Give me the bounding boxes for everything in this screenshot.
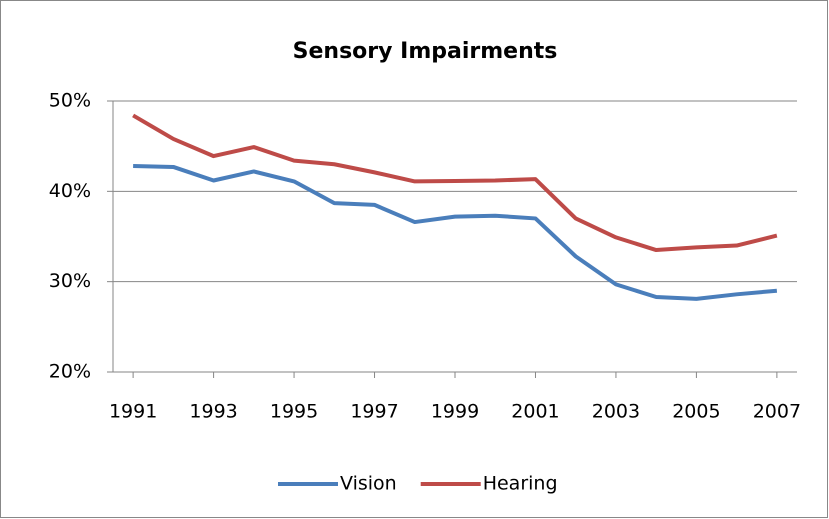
series-line xyxy=(133,164,778,301)
x-tick-label: 1999 xyxy=(431,401,479,423)
series-line xyxy=(132,113,778,253)
x-tick-label: 1997 xyxy=(350,401,398,423)
x-tick-label: 2003 xyxy=(592,401,640,423)
y-tick-label: 40% xyxy=(49,180,91,202)
x-tick-label: 1991 xyxy=(109,401,157,423)
y-tick-label: 30% xyxy=(49,270,91,292)
x-tick-label: 2001 xyxy=(511,401,559,423)
y-tick-label: 50% xyxy=(49,90,91,112)
x-tick-label: 1993 xyxy=(189,401,237,423)
legend-label: Hearing xyxy=(483,473,558,495)
chart-title: Sensory Impairments xyxy=(293,39,558,64)
x-tick-label: 2007 xyxy=(753,401,801,423)
x-tick-label: 1995 xyxy=(270,401,318,423)
legend-label: Vision xyxy=(340,473,397,495)
x-tick-label: 2005 xyxy=(672,401,720,423)
y-tick-label: 20% xyxy=(49,361,91,383)
